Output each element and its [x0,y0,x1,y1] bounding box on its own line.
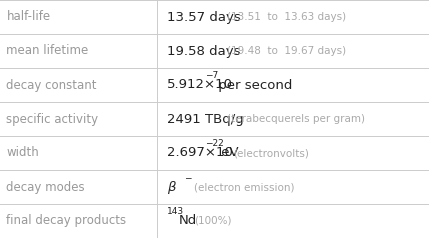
Text: −22: −22 [205,139,224,148]
Text: Nd: Nd [179,214,197,228]
Text: specific activity: specific activity [6,113,99,125]
Text: (electronvolts): (electronvolts) [233,148,309,158]
Text: per second: per second [214,79,292,91]
Text: width: width [6,147,39,159]
Text: (19.48  to  19.67 days): (19.48 to 19.67 days) [227,46,347,56]
Text: eV: eV [217,147,239,159]
Text: 13.57 days: 13.57 days [167,10,241,24]
Text: (13.51  to  13.63 days): (13.51 to 13.63 days) [227,12,347,22]
Text: 19.58 days: 19.58 days [167,45,241,58]
Text: 5.912×10: 5.912×10 [167,79,233,91]
Text: (100%): (100%) [194,216,232,226]
Text: mean lifetime: mean lifetime [6,45,89,58]
Text: 143: 143 [167,207,184,216]
Text: −: − [184,173,191,182]
Text: final decay products: final decay products [6,214,127,228]
Text: half-life: half-life [6,10,51,24]
Text: −7: −7 [205,71,218,80]
Text: 2491 TBq/g: 2491 TBq/g [167,113,244,125]
Text: (electron emission): (electron emission) [194,182,295,192]
Text: 2.697×10: 2.697×10 [167,147,233,159]
Text: decay constant: decay constant [6,79,97,91]
Text: (terabecquerels per gram): (terabecquerels per gram) [227,114,366,124]
Text: β: β [167,180,176,193]
Text: decay modes: decay modes [6,180,85,193]
